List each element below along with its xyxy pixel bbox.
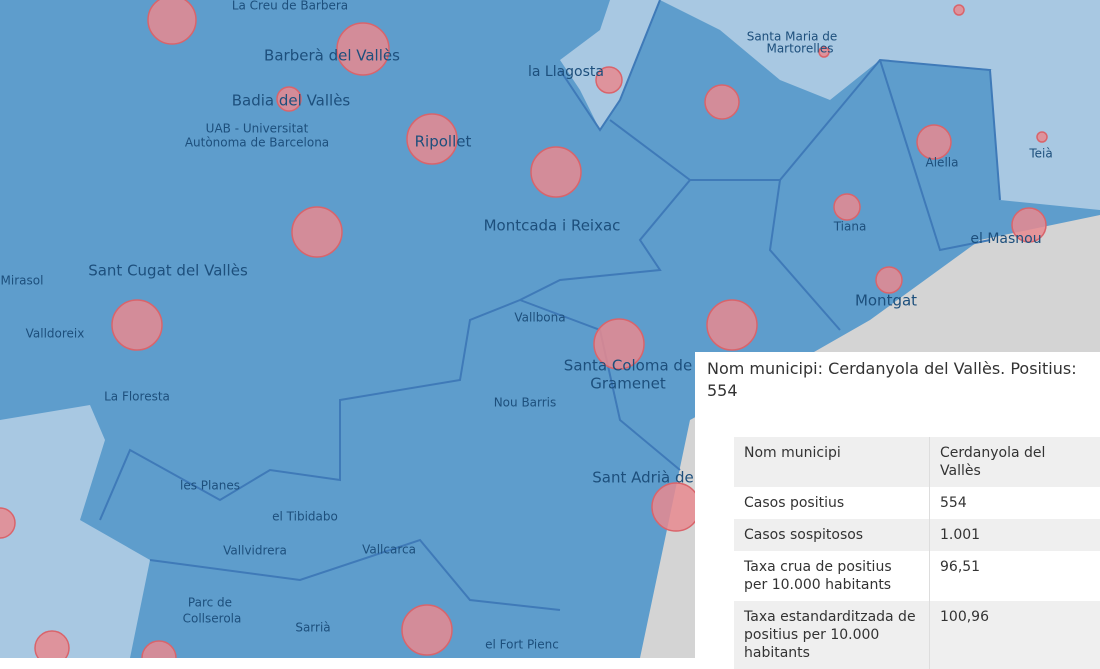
place-label: Alella — [926, 156, 959, 170]
popup: Nom municipi: Cerdanyola del Vallès. Pos… — [695, 352, 1100, 658]
place-label: Gramenet — [590, 375, 666, 393]
place-label: la Llagosta — [528, 64, 604, 80]
place-label: La Creu de Barbera — [232, 0, 348, 13]
place-label: Mirasol — [1, 274, 44, 288]
place-label: Santa Coloma de — [564, 357, 692, 375]
place-label: les Planes — [180, 479, 240, 493]
table-row: Taxa crua de positius per 10.000 habitan… — [734, 551, 1100, 601]
place-label: Autònoma de Barcelona — [185, 136, 329, 150]
table-row: Taxa estandarditzada de positius per 10.… — [734, 601, 1100, 669]
field-value: 554 — [930, 487, 1100, 519]
place-label: Teià — [1028, 147, 1052, 161]
place-label: Sant Adrià de — [592, 469, 693, 487]
place-label: Martorelles — [766, 42, 833, 56]
field-value: Cerdanyola del Vallès — [930, 437, 1100, 487]
place-label: Parc de — [188, 596, 232, 610]
place-label: La Floresta — [104, 390, 170, 404]
place-label: el Masnou — [970, 231, 1041, 247]
popup-title: Nom municipi: Cerdanyola del Vallès. Pos… — [707, 358, 1088, 402]
place-label: Montcada i Reixac — [484, 217, 621, 235]
place-label: Vallvidrera — [223, 544, 287, 558]
field-name: Nom municipi — [734, 437, 930, 487]
place-label: el Fort Pienc — [485, 638, 559, 652]
place-label: Nou Barris — [494, 396, 557, 410]
place-label: Montgat — [855, 292, 917, 310]
light-area — [990, 40, 1100, 210]
field-value: 1.001 — [930, 519, 1100, 551]
field-value: 96,51 — [930, 551, 1100, 601]
place-label: UAB - Universitat — [206, 122, 309, 136]
field-name: Taxa crua de positius per 10.000 habitan… — [734, 551, 930, 601]
field-name: Casos positius — [734, 487, 930, 519]
place-label: Valldoreix — [26, 327, 85, 341]
place-label: Ripollet — [415, 133, 472, 151]
place-label: Sant Cugat del Vallès — [88, 262, 248, 280]
place-label: Barberà del Vallès — [264, 47, 400, 65]
place-label: Tiana — [833, 220, 867, 234]
field-name: Casos sospitosos — [734, 519, 930, 551]
place-label: el Tibidabo — [272, 510, 338, 524]
field-name: Taxa estandarditzada de positius per 10.… — [734, 601, 930, 669]
place-label: Vallcarca — [362, 543, 416, 557]
place-label: Sarrià — [295, 621, 330, 635]
place-label: Collserola — [183, 612, 242, 626]
place-label: Badia del Vallès — [232, 92, 351, 110]
place-label: Vallbona — [514, 311, 565, 325]
field-value: 100,96 — [930, 601, 1100, 669]
